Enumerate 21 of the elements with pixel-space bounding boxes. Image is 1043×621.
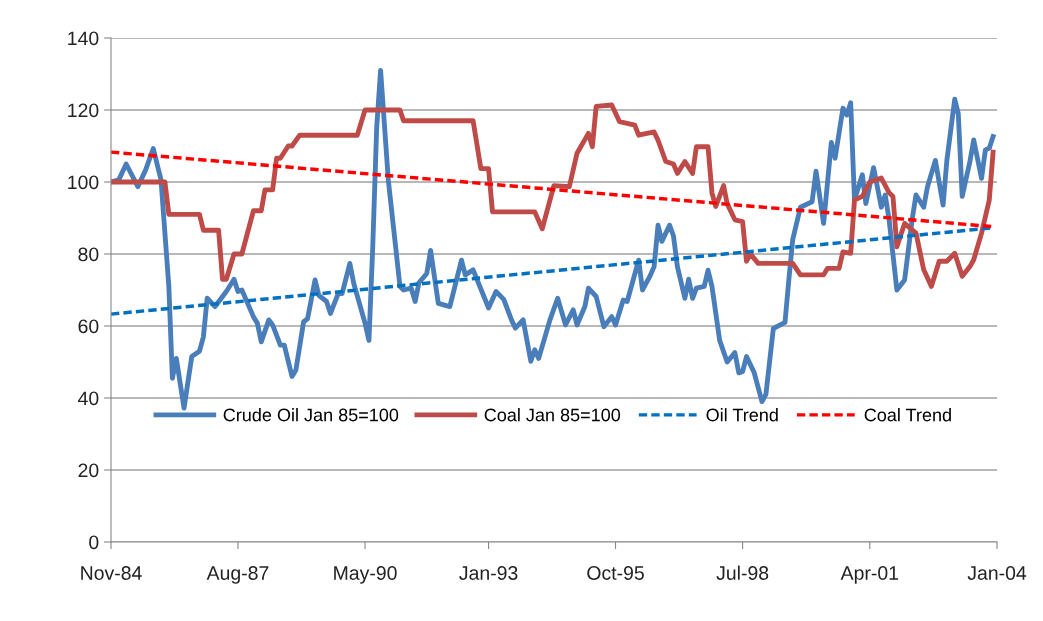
legend-label: Oil Trend [706, 408, 778, 422]
y-tick-label: 0 [89, 535, 99, 550]
x-tick-label: Oct-95 [587, 566, 644, 580]
x-tick-label: May-90 [334, 566, 397, 584]
x-tick-label: Jan-04 [967, 566, 1027, 580]
line-series [111, 102, 996, 289]
y-tick-label: 120 [68, 103, 99, 118]
legend-label: Coal Trend [864, 408, 951, 422]
x-tick-label: Apr-01 [840, 566, 899, 584]
y-tick-label: 100 [68, 175, 99, 190]
y-tick-label: 140 [68, 31, 99, 46]
x-tick-label: Aug-87 [206, 566, 269, 584]
y-tick-label: 40 [78, 391, 99, 406]
y-tick-label: 80 [78, 247, 99, 262]
legend-label: Coal Jan 85=100 [484, 408, 621, 422]
x-tick-label: Jan-93 [459, 566, 518, 580]
y-tick-label: 20 [78, 463, 99, 478]
x-tick-label: Jul-98 [716, 565, 769, 580]
legend-label: Crude Oil Jan 85=100 [223, 408, 399, 422]
x-tick-label: Nov-84 [81, 566, 142, 580]
y-tick-label: 60 [78, 319, 99, 334]
